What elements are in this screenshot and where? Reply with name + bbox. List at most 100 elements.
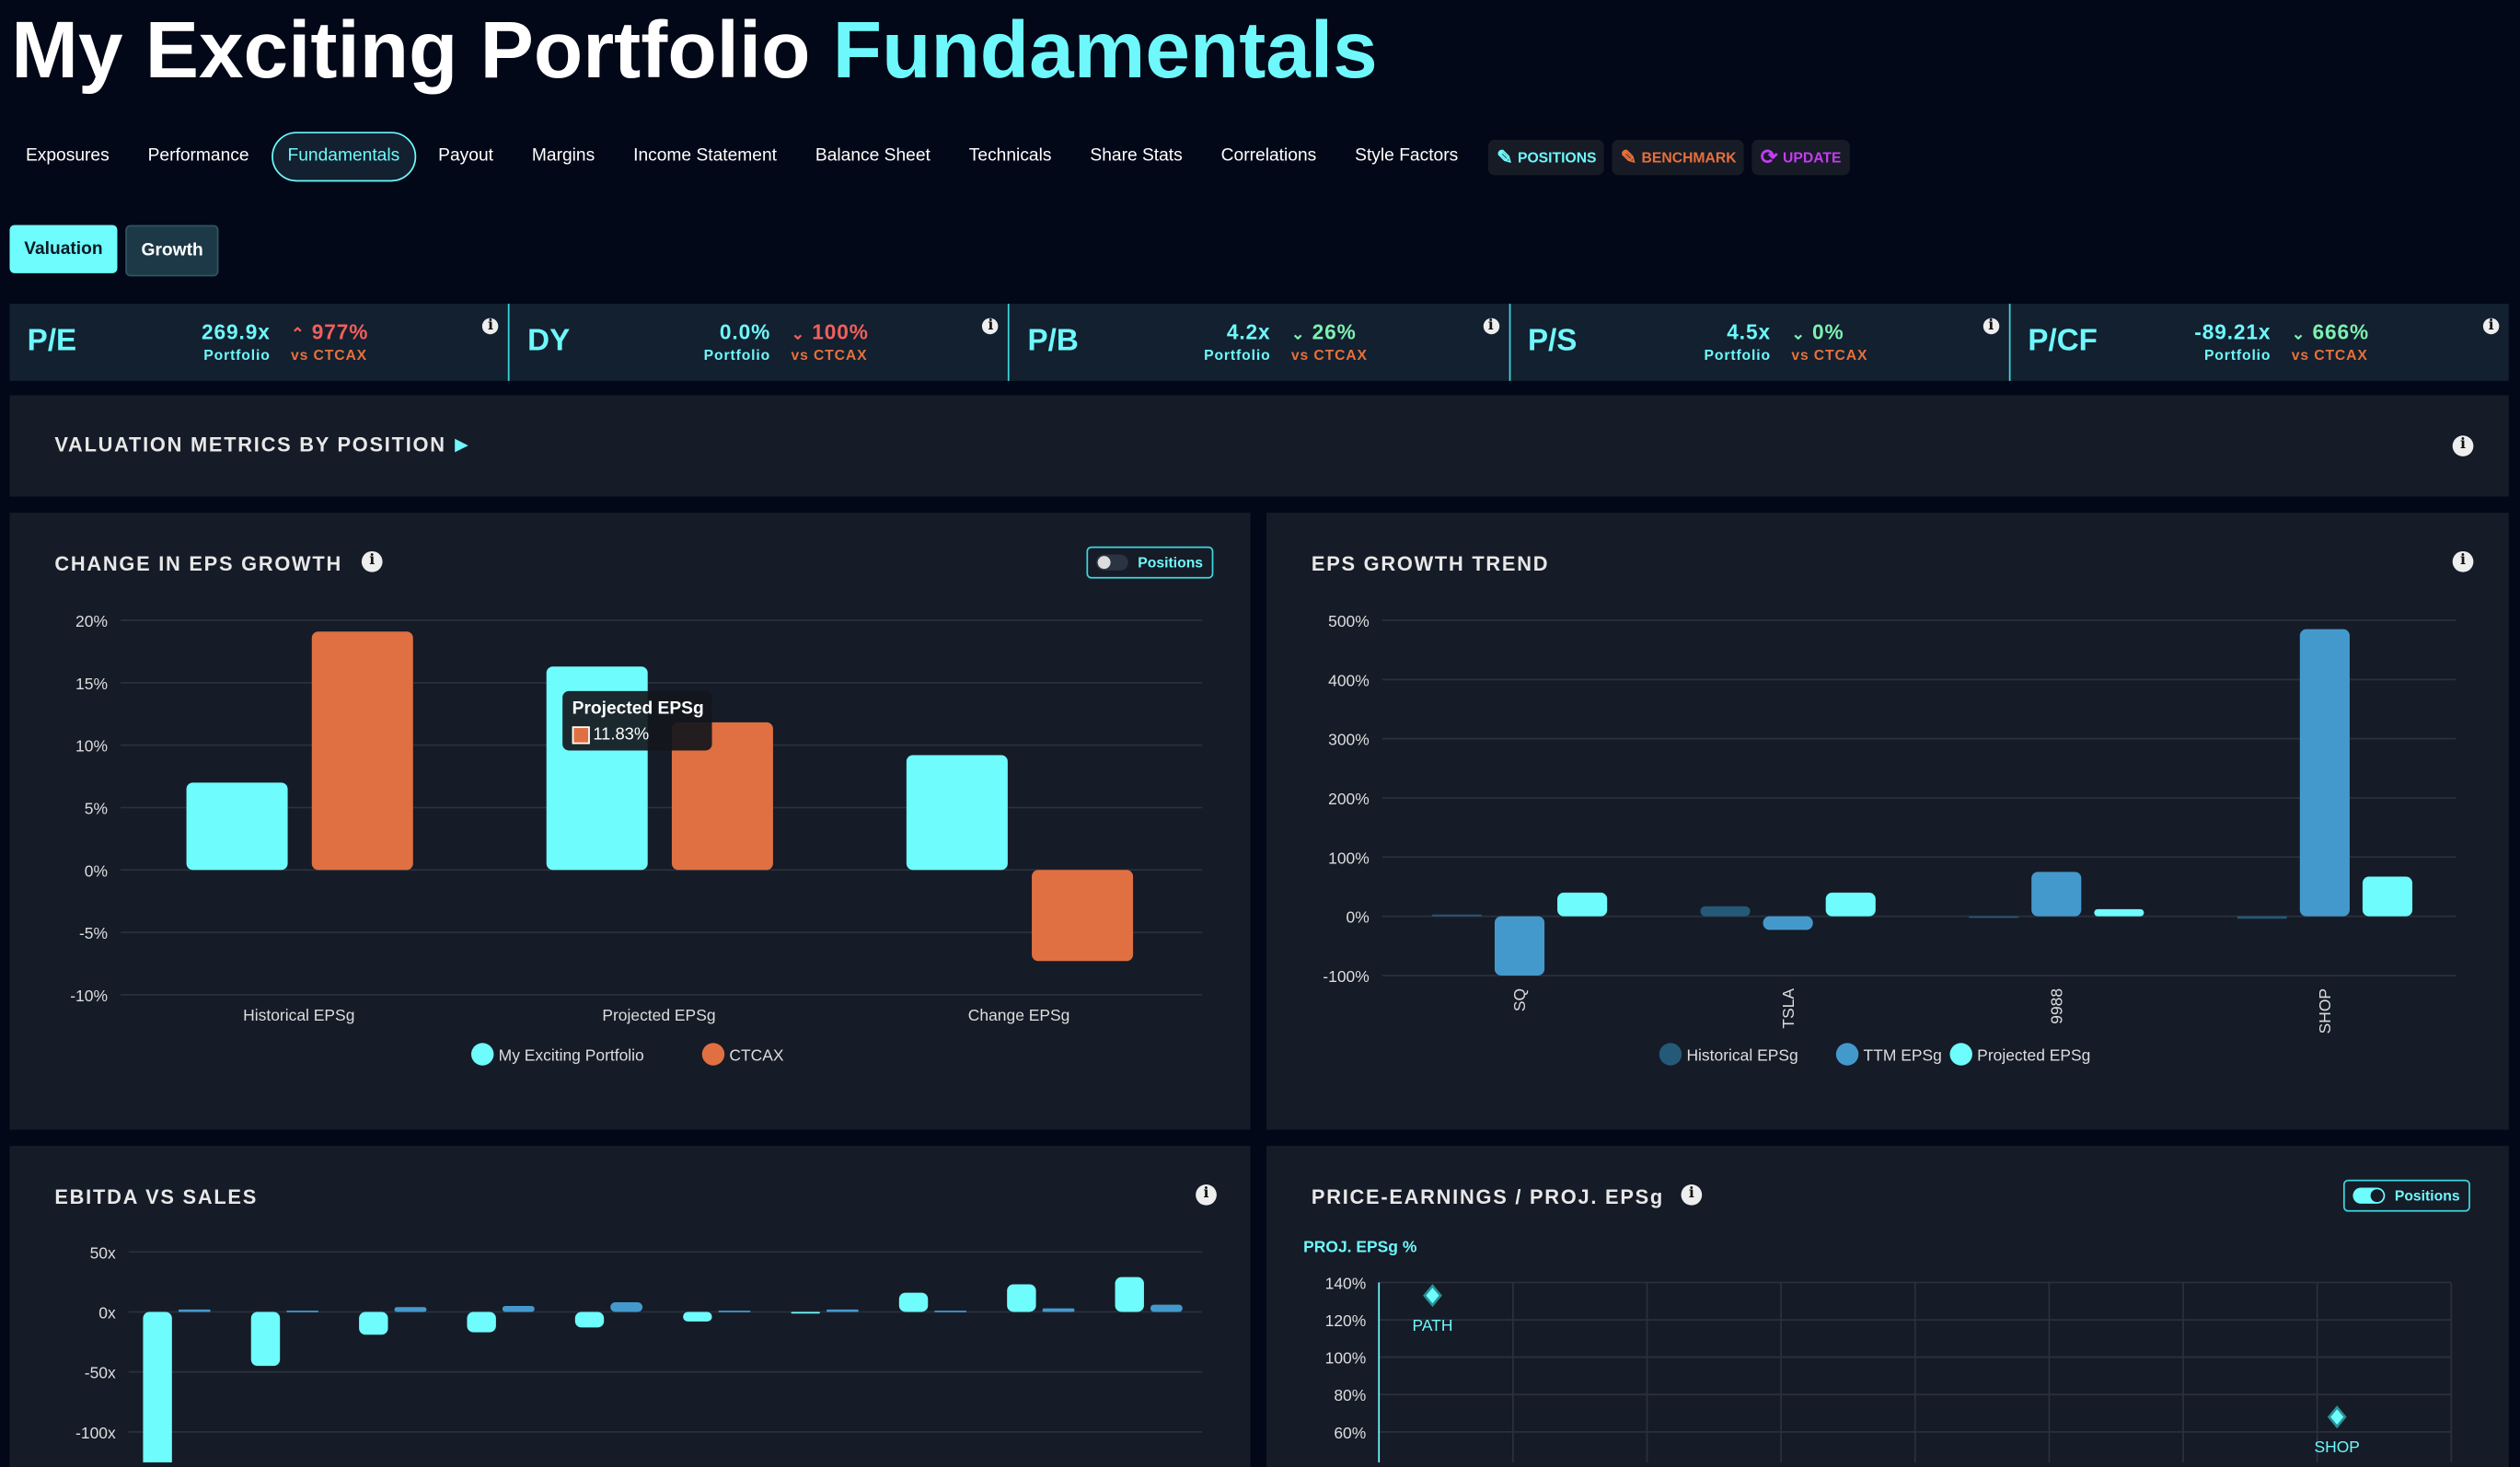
eps-change-y-tick: 15%: [75, 675, 108, 693]
metrics-bar: P/E 269.9x Portfolio ⌃ 977% vs CTCAX i DY 0…: [9, 304, 2509, 381]
tab-income-statement[interactable]: Income Statement: [633, 145, 778, 166]
positions-button[interactable]: ✎ POSITIONS: [1488, 139, 1605, 175]
sales-bar: [1150, 1304, 1183, 1312]
tab-share-stats[interactable]: Share Stats: [1090, 145, 1183, 166]
benchmark-value: ⌃ 977% vs CTCAX: [291, 319, 368, 363]
metric-dy: DY 0.0% Portfolio ⌄ 100% vs CTCAX i: [510, 304, 1011, 381]
toggle-switch[interactable]: [1095, 554, 1128, 571]
caret-right-icon[interactable]: ▶: [455, 435, 468, 456]
info-icon[interactable]: i: [1196, 1184, 1217, 1206]
info-icon[interactable]: i: [482, 318, 499, 335]
tab-correlations[interactable]: Correlations: [1220, 145, 1317, 166]
eps-trend-bar: [2094, 908, 2144, 917]
ebitda-bar: [1007, 1284, 1036, 1312]
tab-performance[interactable]: Performance: [147, 145, 249, 166]
panel-title: EBITDA VS SALES: [54, 1185, 259, 1209]
info-icon[interactable]: i: [982, 318, 1000, 335]
arrow-down-circle-icon: ⌄: [1791, 326, 1806, 344]
eps-trend-legend-label: Projected EPSg: [1977, 1045, 2090, 1064]
eps-change-y-tick: 0%: [85, 861, 108, 880]
subtabs: Valuation Growth: [9, 225, 220, 277]
eps-trend-legend-marker: [1835, 1043, 1859, 1066]
pe-point-label: PATH: [1412, 1316, 1452, 1334]
info-icon[interactable]: i: [2482, 318, 2500, 335]
benchmark-caption: vs CTCAX: [791, 347, 868, 364]
eps-trend-y-tick: -100%: [1323, 967, 1369, 986]
tab-margins[interactable]: Margins: [531, 145, 595, 166]
valuation-metrics-panel[interactable]: VALUATION METRICS BY POSITION ▶ i: [9, 395, 2509, 497]
benchmark-value: ⌄ 0% vs CTCAX: [1791, 319, 1867, 363]
portfolio-value: 269.9x Portfolio: [202, 319, 271, 363]
eps-change-legend-marker: [470, 1043, 494, 1066]
eps-trend-bar: [1969, 916, 2019, 918]
ebitda-bar: [143, 1311, 172, 1463]
ebitda-y-tick: -50x: [85, 1364, 116, 1382]
info-icon[interactable]: i: [361, 550, 383, 572]
tab-exposures[interactable]: Exposures: [25, 145, 110, 166]
eps-trend-bar: [1431, 914, 1482, 917]
eps-trend-x-tick: SQ: [1510, 988, 1529, 1011]
benchmark-number: 100%: [812, 319, 869, 344]
metric-pcf: P/CF -89.21x Portfolio ⌄ 666% vs CTCAX i: [2010, 304, 2509, 381]
arrow-up-circle-icon: ⌃: [291, 326, 306, 344]
subtab-growth[interactable]: Growth: [125, 225, 220, 277]
tab-balance-sheet[interactable]: Balance Sheet: [815, 145, 931, 166]
update-button[interactable]: ⟳ UPDATE: [1752, 139, 1850, 175]
tab-payout[interactable]: Payout: [438, 145, 493, 166]
eps-change-x-tick: Projected EPSg: [602, 1006, 715, 1024]
toggle-label: Positions: [1138, 554, 1204, 571]
positions-toggle[interactable]: Positions: [2342, 1179, 2470, 1212]
metric-label: P/CF: [2028, 324, 2098, 359]
eps-trend-bar: [2362, 876, 2413, 917]
portfolio-number: 4.2x: [1226, 319, 1271, 344]
ebitda-bar: [683, 1311, 712, 1322]
info-icon[interactable]: i: [1681, 1184, 1703, 1206]
benchmark-value: ⌄ 100% vs CTCAX: [791, 319, 868, 363]
eps-change-bar: [671, 722, 773, 871]
metric-label: DY: [527, 324, 571, 359]
eps-change-bar: [1032, 870, 1134, 962]
eps-change-legend-label: CTCAX: [729, 1045, 784, 1064]
title-highlight: Fundamentals: [832, 5, 1378, 96]
eps-trend-y-tick: 200%: [1328, 790, 1370, 808]
portfolio-number: 0.0%: [719, 319, 771, 344]
eps-trend-y-tick: 0%: [1347, 908, 1370, 927]
benchmark-caption: vs CTCAX: [1290, 347, 1368, 364]
sales-bar: [934, 1311, 967, 1312]
positions-toggle[interactable]: Positions: [1086, 546, 1213, 579]
info-icon[interactable]: i: [2452, 435, 2474, 456]
info-icon[interactable]: i: [1483, 318, 1499, 335]
metric-pe: P/E 269.9x Portfolio ⌃ 977% vs CTCAX i: [9, 304, 510, 381]
positions-label: POSITIONS: [1517, 148, 1597, 165]
tooltip-swatch: [572, 726, 590, 745]
benchmark-value: ⌄ 26% vs CTCAX: [1291, 319, 1368, 363]
sales-bar: [1042, 1308, 1075, 1312]
tab-technicals[interactable]: Technicals: [968, 145, 1052, 166]
toggle-switch[interactable]: [2352, 1187, 2386, 1204]
eps-trend-y-tick: 400%: [1328, 671, 1370, 689]
ebitda-bar: [574, 1311, 605, 1328]
benchmark-button[interactable]: ✎ BENCHMARK: [1613, 139, 1745, 175]
eps-trend-bar: [2237, 916, 2287, 919]
metric-ps: P/S 4.5x Portfolio ⌄ 0% vs CTCAX i: [1510, 304, 2011, 381]
ebitda-bar: [898, 1292, 929, 1312]
info-icon[interactable]: i: [2452, 550, 2474, 572]
eps-trend-y-tick: 300%: [1328, 731, 1370, 749]
title-main: My Exciting Portfolio: [11, 5, 811, 96]
portfolio-caption: Portfolio: [1704, 347, 1771, 364]
eps-trend-legend-label: Historical EPSg: [1686, 1045, 1798, 1064]
tab-style-factors[interactable]: Style Factors: [1355, 145, 1459, 166]
update-label: UPDATE: [1783, 148, 1842, 165]
sales-bar: [610, 1302, 643, 1312]
arrow-down-circle-icon: ⌄: [2291, 326, 2306, 344]
portfolio-value: 0.0% Portfolio: [704, 319, 770, 363]
toggle-label: Positions: [2394, 1187, 2460, 1204]
main-nav: Exposures Performance Fundamentals Payou…: [9, 132, 1850, 182]
chart-tooltip: Projected EPSg 11.83%: [562, 690, 712, 751]
eps-trend-y-tick: 100%: [1328, 849, 1370, 867]
info-icon[interactable]: i: [1982, 318, 1999, 335]
panel-title: EPS GROWTH TREND: [1311, 552, 1550, 576]
sales-bar: [826, 1309, 859, 1312]
subtab-valuation[interactable]: Valuation: [9, 225, 118, 273]
tab-fundamentals[interactable]: Fundamentals: [272, 132, 416, 182]
